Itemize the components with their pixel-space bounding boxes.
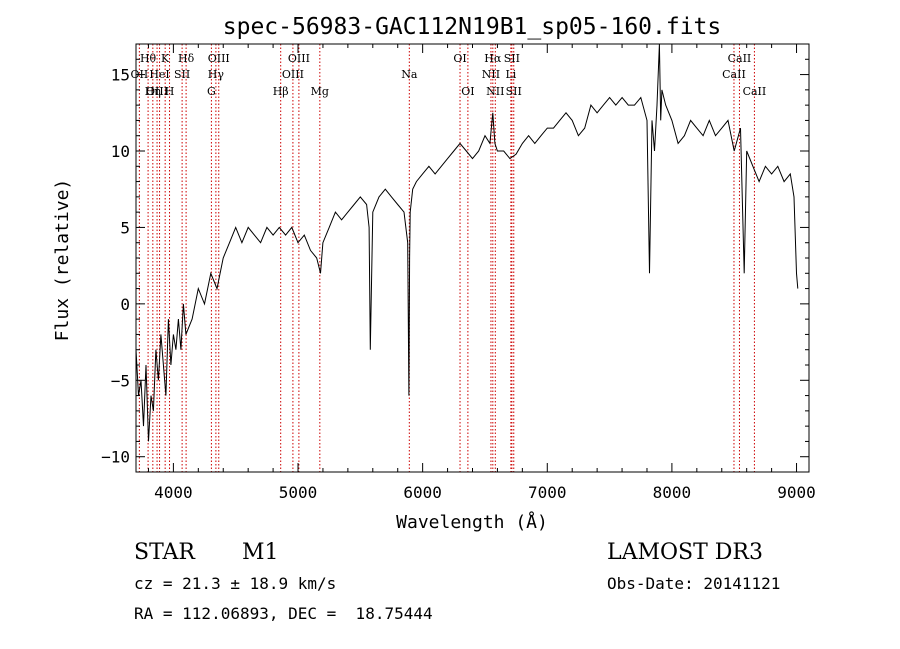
line-marker-label: OIII: [146, 85, 168, 98]
line-marker-label: Mg: [311, 85, 329, 98]
line-marker-label: Hα: [484, 52, 502, 65]
x-tick-label: 4000: [154, 483, 193, 502]
plot-frame: [135, 43, 810, 473]
line-marker-label: Li: [505, 68, 516, 81]
y-axis-ticks: −10 −5 0 5 10 15: [101, 43, 809, 473]
y-tick-label: 5: [120, 218, 130, 237]
line-marker-label: OIII: [282, 68, 304, 81]
line-marker-label: Hγ: [208, 68, 225, 81]
spectrum-line: [135, 43, 799, 442]
line-marker-label: Na: [401, 68, 418, 81]
object-subclass: M1: [242, 540, 279, 565]
x-tick-label: 6000: [403, 483, 442, 502]
redshift-readout: cz = 21.3 ± 18.9 km/s: [134, 574, 337, 593]
y-tick-label: −10: [101, 448, 130, 467]
line-marker-label: NII: [486, 85, 504, 98]
spectrum-group: [135, 43, 799, 442]
line-marker-label: Hδ: [178, 52, 195, 65]
x-axis-ticks: 4000 5000 6000 7000 8000 9000: [147, 44, 816, 502]
object-class: STAR: [134, 540, 195, 565]
y-tick-label: 10: [111, 142, 130, 161]
spectrum-chart: spec-56983-GAC112N19B1_sp05-160.fits Hθ O…: [52, 14, 816, 533]
x-tick-label: 5000: [279, 483, 318, 502]
x-tick-label: 8000: [653, 483, 692, 502]
observation-date: Obs-Date: 20141121: [607, 574, 781, 593]
y-tick-label: 15: [111, 66, 130, 85]
line-marker-label: K: [161, 52, 170, 65]
line-marker-label: G: [207, 85, 216, 98]
survey-name: LAMOST DR3: [607, 540, 763, 565]
x-tick-label: 7000: [528, 483, 567, 502]
line-marker-label: NII: [482, 68, 500, 81]
x-tick-label: 9000: [777, 483, 816, 502]
sky-coordinates: RA = 112.06893, DEC = 18.75444: [134, 604, 433, 623]
line-marker-label: SII: [506, 85, 522, 98]
line-marker-label: CaII: [728, 52, 752, 65]
y-tick-label: 0: [120, 295, 130, 314]
x-axis-label: Wavelength (Å): [396, 511, 548, 533]
line-marker-label: OIII: [208, 52, 230, 65]
line-markers: [138, 44, 755, 472]
line-marker-label: HeI: [149, 68, 169, 81]
line-marker-label: H: [165, 85, 175, 98]
line-marker-label: OI: [453, 52, 466, 65]
line-marker-label: Hθ: [140, 52, 157, 65]
line-marker-label: Hβ: [273, 85, 289, 98]
line-marker-label: Hη: [145, 85, 161, 98]
line-marker-label: OIII: [288, 52, 310, 65]
line-marker-label: SII: [174, 68, 190, 81]
line-marker-label: SII: [504, 52, 520, 65]
line-marker-label: CaII: [743, 85, 767, 98]
line-marker-label: CaII: [722, 68, 746, 81]
chart-title: spec-56983-GAC112N19B1_sp05-160.fits: [223, 14, 722, 40]
y-tick-label: −5: [111, 371, 130, 390]
y-axis-label: Flux (relative): [52, 179, 73, 342]
line-marker-label: OI: [461, 85, 474, 98]
